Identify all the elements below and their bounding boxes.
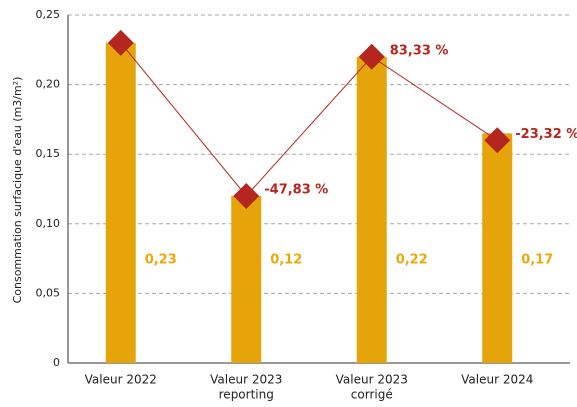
bar-value-label: 0,17 <box>521 253 553 268</box>
line <box>120 42 498 197</box>
x-tick-label: Valeur 2022 <box>85 373 157 387</box>
y-tick-label: 0 <box>53 356 60 369</box>
x-tick-label: Valeur 2023 <box>336 373 408 387</box>
bar <box>231 195 262 363</box>
change-label: -23,32 % <box>515 127 577 142</box>
y-tick-label: 0,05 <box>36 286 61 299</box>
bar-value-label: 0,12 <box>270 253 302 268</box>
bar-value-label: 0,22 <box>396 253 428 268</box>
change-label: -47,83 % <box>264 182 328 197</box>
y-axis-label: Consommation surfacique d'eau (m3/m²) <box>11 77 24 304</box>
diamond-marker <box>484 127 511 154</box>
bar <box>482 133 513 363</box>
y-tick-label: 0,15 <box>36 147 61 160</box>
x-tick-label: Valeur 2023 <box>210 373 282 387</box>
x-tick-label: reporting <box>219 388 274 402</box>
y-tick-label: 0,10 <box>36 217 61 230</box>
diamond-marker <box>358 43 385 70</box>
x-tick-label: Valeur 2024 <box>461 373 533 387</box>
y-tick-label: 0,20 <box>36 78 61 91</box>
x-tick-label: corrigé <box>351 388 393 402</box>
bar-value-label: 0,23 <box>145 253 177 268</box>
change-label: 83,33 % <box>390 43 449 58</box>
bar <box>105 42 136 364</box>
diamond-marker <box>233 182 260 209</box>
bar <box>356 56 387 363</box>
diamond-marker <box>107 29 134 56</box>
y-tick-label: 0,25 <box>36 8 61 21</box>
